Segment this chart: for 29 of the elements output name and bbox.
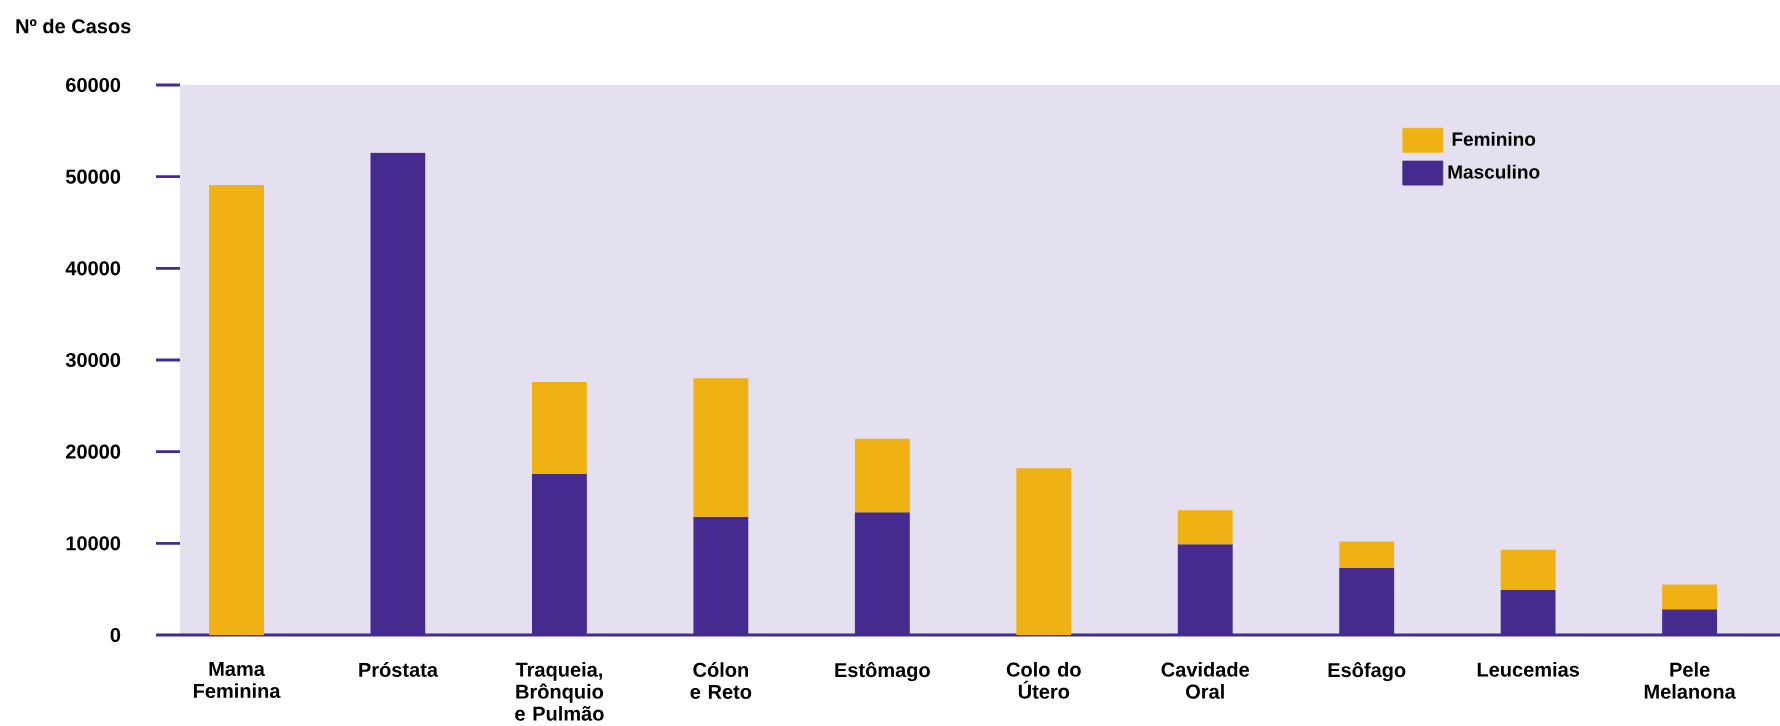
x-tick-label: Leucemias (1477, 662, 1580, 677)
y-tick-label: 50000 (65, 169, 121, 184)
x-tick-label: Cólon e Reto (690, 662, 752, 699)
x-tick-label: Mama Feminina (193, 662, 281, 698)
y-axis-title: Nº de Casos (16, 18, 131, 34)
bar (1662, 584, 1718, 610)
y-tick-label: 60000 (66, 77, 121, 93)
x-tick-label: Cavidade Oral (1161, 662, 1250, 699)
x-tick-label: Esôfago (1328, 662, 1406, 682)
x-tick-label: Colo do Útero (1006, 662, 1081, 699)
legend-label: Feminino (1452, 131, 1536, 146)
bar (854, 438, 910, 513)
x-tick-label: Próstata (359, 662, 439, 677)
y-tick-label: 20000 (66, 444, 121, 459)
y-tick-label: 40000 (65, 261, 121, 276)
bar (1500, 549, 1556, 591)
legend-label: Masculino (1448, 164, 1540, 179)
bar (1016, 468, 1072, 635)
bar (693, 378, 749, 517)
y-tick-label: 10000 (66, 536, 121, 551)
bar (1177, 510, 1233, 545)
bar (209, 184, 264, 635)
bar (1339, 541, 1395, 569)
x-tick-label: Traqueia, Brônquio e Pulmão (515, 662, 604, 721)
x-tick-label: Estômago (835, 662, 930, 682)
x-tick-label: Pele Melanona (1644, 662, 1736, 699)
y-tick-label: 30000 (65, 352, 121, 368)
y-tick-label: 0 (110, 627, 121, 643)
bar (531, 381, 587, 474)
